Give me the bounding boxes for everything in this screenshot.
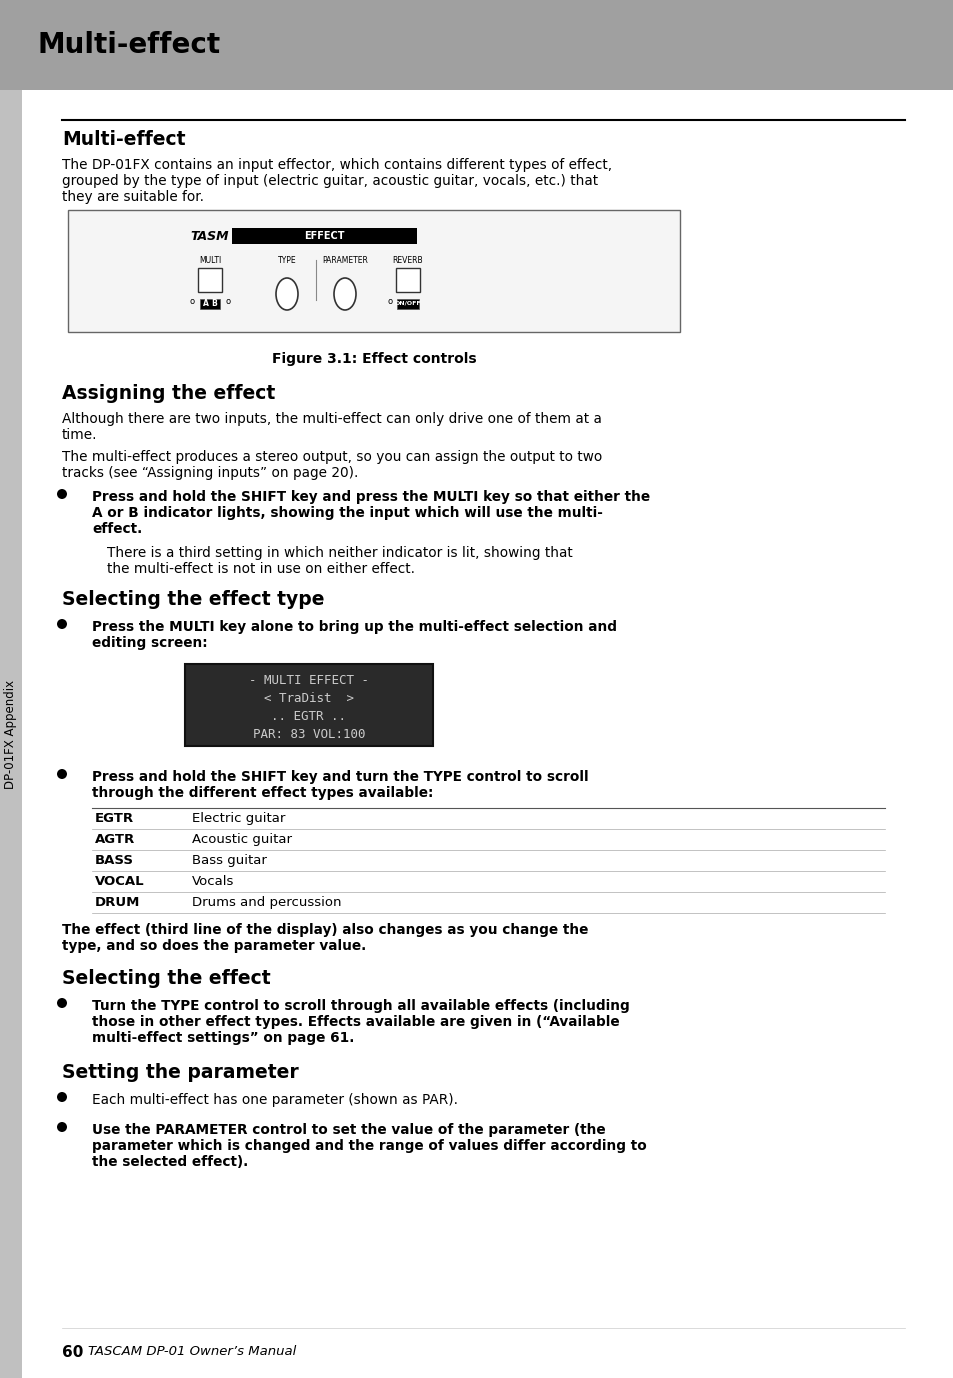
Circle shape [57,489,67,499]
Circle shape [57,1122,67,1131]
Text: Selecting the effect type: Selecting the effect type [62,590,324,609]
Text: tracks (see “Assigning inputs” on page 20).: tracks (see “Assigning inputs” on page 2… [62,466,358,480]
Text: .. EGTR ..: .. EGTR .. [272,710,346,723]
Text: Press the MULTI key alone to bring up the multi-effect selection and: Press the MULTI key alone to bring up th… [91,620,617,634]
Text: Multi-effect: Multi-effect [38,30,221,59]
Text: Multi-effect: Multi-effect [62,130,185,149]
Bar [198,267,222,292]
Text: Selecting the effect: Selecting the effect [62,969,271,988]
Bar [68,209,679,332]
Text: DRUM: DRUM [95,896,140,909]
Text: 60: 60 [62,1345,83,1360]
Text: VOCAL: VOCAL [95,875,145,887]
Text: MULTI: MULTI [198,256,221,265]
Text: TYPE: TYPE [277,256,296,265]
Text: BASS: BASS [95,854,133,867]
Text: multi-effect settings” on page 61.: multi-effect settings” on page 61. [91,1031,354,1045]
Text: A: A [203,299,209,307]
Text: REVERB: REVERB [393,256,423,265]
Text: Setting the parameter: Setting the parameter [62,1062,298,1082]
Text: grouped by the type of input (electric guitar, acoustic guitar, vocals, etc.) th: grouped by the type of input (electric g… [62,174,598,187]
Bar [0,90,22,1378]
Text: parameter which is changed and the range of values differ according to: parameter which is changed and the range… [91,1140,646,1153]
Text: A or B indicator lights, showing the input which will use the multi-: A or B indicator lights, showing the inp… [91,506,602,520]
Text: effect.: effect. [91,522,142,536]
Text: Although there are two inputs, the multi-effect can only drive one of them at a: Although there are two inputs, the multi… [62,412,601,426]
Bar [0,0,953,90]
Text: Each multi-effect has one parameter (shown as PAR).: Each multi-effect has one parameter (sho… [91,1093,457,1107]
Text: Acoustic guitar: Acoustic guitar [192,832,292,846]
Text: Figure 3.1: Effect controls: Figure 3.1: Effect controls [272,351,476,367]
Text: PAR: 83 VOL:100: PAR: 83 VOL:100 [253,728,365,741]
Text: Press and hold the SHIFT key and turn the TYPE control to scroll: Press and hold the SHIFT key and turn th… [91,770,588,784]
Text: DP-01FX Appendix: DP-01FX Appendix [5,679,17,788]
Bar [395,267,419,292]
Text: o: o [190,296,194,306]
Text: B: B [211,299,216,307]
Text: AGTR: AGTR [95,832,135,846]
Text: editing screen:: editing screen: [91,637,208,650]
Text: Turn the TYPE control to scroll through all available effects (including: Turn the TYPE control to scroll through … [91,999,629,1013]
Text: EFFECT: EFFECT [304,232,344,241]
Text: time.: time. [62,429,97,442]
Text: PARAMETER: PARAMETER [322,256,368,265]
Circle shape [57,769,67,779]
Bar [185,664,433,745]
Text: - MULTI EFFECT -: - MULTI EFFECT - [249,674,369,688]
Text: The effect (third line of the display) also changes as you change the: The effect (third line of the display) a… [62,923,588,937]
Circle shape [57,998,67,1007]
Text: o: o [225,296,231,306]
Text: Press and hold the SHIFT key and press the MULTI key so that either the: Press and hold the SHIFT key and press t… [91,491,649,504]
Text: The DP-01FX contains an input effector, which contains different types of effect: The DP-01FX contains an input effector, … [62,158,612,172]
Text: < TraDist  >: < TraDist > [264,692,354,706]
Bar [200,299,220,309]
Text: Use the PARAMETER control to set the value of the parameter (the: Use the PARAMETER control to set the val… [91,1123,605,1137]
Text: the selected effect).: the selected effect). [91,1155,248,1169]
Circle shape [57,1091,67,1102]
Text: Bass guitar: Bass guitar [192,854,267,867]
Text: Electric guitar: Electric guitar [192,812,285,825]
Text: the multi-effect is not in use on either effect.: the multi-effect is not in use on either… [107,562,415,576]
Bar [232,227,416,244]
Text: Drums and percussion: Drums and percussion [192,896,341,909]
Text: Vocals: Vocals [192,875,234,887]
Text: those in other effect types. Effects available are given in (“Available: those in other effect types. Effects ava… [91,1016,619,1029]
Text: EGTR: EGTR [95,812,134,825]
Text: through the different effect types available:: through the different effect types avail… [91,785,433,801]
Text: ON/OFF: ON/OFF [395,300,421,306]
Text: type, and so does the parameter value.: type, and so does the parameter value. [62,938,366,954]
Text: TASCAM DP-01 Owner’s Manual: TASCAM DP-01 Owner’s Manual [88,1345,296,1357]
Circle shape [57,619,67,628]
Text: Assigning the effect: Assigning the effect [62,384,275,402]
Bar [396,299,418,309]
Text: There is a third setting in which neither indicator is lit, showing that: There is a third setting in which neithe… [107,546,572,559]
Text: o: o [387,296,392,306]
Text: TASM: TASM [190,230,229,243]
Text: The multi-effect produces a stereo output, so you can assign the output to two: The multi-effect produces a stereo outpu… [62,451,601,464]
Ellipse shape [275,278,297,310]
Ellipse shape [334,278,355,310]
Text: they are suitable for.: they are suitable for. [62,190,204,204]
